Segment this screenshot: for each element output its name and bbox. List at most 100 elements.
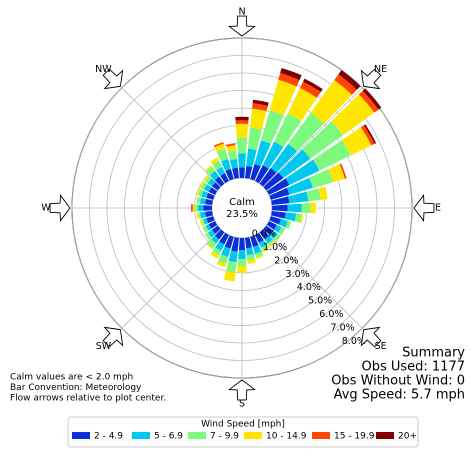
flow-arrow bbox=[102, 326, 124, 348]
bar-segment bbox=[211, 235, 220, 244]
direction-label: NE bbox=[374, 64, 387, 75]
bar-segment bbox=[235, 116, 249, 121]
direction-label: E bbox=[435, 203, 441, 214]
bar-segment bbox=[194, 204, 199, 212]
direction-label: SE bbox=[375, 341, 387, 352]
bar-segment bbox=[266, 221, 277, 230]
note: Calm values are < 2.0 mph bbox=[10, 373, 133, 383]
bar-segment bbox=[278, 227, 285, 235]
legend-label: 10 - 14.9 bbox=[266, 432, 307, 442]
bar-segment bbox=[237, 265, 247, 273]
flow-arrow bbox=[102, 68, 124, 90]
bar-segment bbox=[220, 173, 229, 184]
r-tick-label: 4.0% bbox=[297, 282, 321, 293]
flow-arrow bbox=[360, 326, 382, 348]
legend-swatch bbox=[244, 432, 262, 439]
flow-arrow bbox=[360, 68, 382, 90]
bar-segment bbox=[269, 187, 290, 200]
bar-segment bbox=[202, 225, 209, 233]
bar-segment bbox=[309, 169, 334, 188]
bar-segment bbox=[211, 182, 221, 191]
bar-segment bbox=[310, 202, 316, 214]
r-tick-label: 2.0% bbox=[274, 255, 298, 266]
summary-line: Summary bbox=[402, 346, 465, 361]
direction-label: SW bbox=[96, 341, 112, 352]
bar-segment bbox=[263, 172, 284, 191]
bar-segment bbox=[235, 120, 249, 124]
bar-segment bbox=[287, 203, 302, 213]
direction-label: NW bbox=[95, 64, 112, 75]
bar-segment bbox=[210, 157, 220, 165]
legend-swatch bbox=[72, 432, 90, 439]
bar-segment bbox=[261, 244, 269, 251]
legend-title: Wind Speed [mph] bbox=[201, 420, 285, 430]
bar-segment bbox=[278, 219, 288, 228]
legend-label: 5 - 6.9 bbox=[154, 432, 183, 442]
bar-segment bbox=[303, 78, 323, 93]
bar-segment bbox=[211, 225, 221, 234]
grid-ring bbox=[71, 37, 413, 379]
r-tick-label: 5.0% bbox=[308, 296, 332, 307]
bar-segment bbox=[331, 94, 375, 136]
bar-segment bbox=[267, 239, 274, 246]
bar-segment bbox=[274, 113, 302, 148]
bar-segment bbox=[299, 214, 304, 224]
bar-segment bbox=[280, 67, 302, 81]
bar-segment bbox=[196, 188, 201, 196]
bar-segment bbox=[197, 189, 204, 197]
bar-segment bbox=[227, 150, 238, 161]
bar-segment bbox=[216, 166, 226, 176]
bar-segment bbox=[245, 165, 253, 179]
bar-segment bbox=[246, 247, 254, 256]
grid-ring bbox=[89, 55, 395, 361]
bar-segment bbox=[268, 240, 276, 247]
legend-label: 15 - 19.9 bbox=[334, 432, 375, 442]
bar-segment bbox=[274, 224, 282, 233]
bar-segment bbox=[207, 229, 216, 238]
bar-segment bbox=[198, 204, 204, 212]
r-tick-label: 1.0% bbox=[263, 242, 287, 253]
bar-segment bbox=[203, 205, 213, 211]
bar-segment bbox=[213, 142, 224, 148]
bar-segment bbox=[252, 99, 269, 106]
bar-segment bbox=[269, 216, 281, 225]
bar-segment bbox=[288, 191, 309, 204]
bar-segment bbox=[198, 212, 202, 219]
bar-segment bbox=[221, 158, 231, 172]
bar-segment bbox=[205, 198, 213, 205]
bar-segment bbox=[206, 192, 215, 200]
bar-segment bbox=[208, 221, 218, 229]
bar-segment bbox=[196, 212, 200, 220]
bar-segment bbox=[255, 254, 264, 259]
legend-label: 20+ bbox=[398, 432, 417, 442]
bar-segment bbox=[221, 246, 231, 258]
bar-segment bbox=[237, 258, 247, 266]
legend-label: 2 - 4.9 bbox=[94, 432, 123, 442]
bar-segment bbox=[206, 243, 214, 250]
bar-segment bbox=[226, 143, 236, 147]
bar-segment bbox=[232, 167, 239, 179]
bar-segment bbox=[203, 184, 212, 192]
bar-segment bbox=[231, 237, 239, 252]
bar-segment bbox=[299, 81, 321, 98]
calm-value: 23.5% bbox=[226, 209, 258, 220]
bar-segment bbox=[278, 149, 311, 179]
bar-segment bbox=[250, 235, 259, 247]
grid-ring bbox=[124, 90, 360, 326]
bar-segment bbox=[255, 232, 264, 243]
bar-segment bbox=[192, 204, 195, 212]
bar-segment bbox=[225, 169, 234, 181]
calm-circle bbox=[213, 179, 271, 237]
note: Bar Convention: Meteorology bbox=[10, 383, 142, 393]
flow-arrow bbox=[228, 15, 256, 37]
bar-segment bbox=[245, 237, 252, 249]
r-tick-label: 6.0% bbox=[319, 309, 343, 320]
bar-segment bbox=[328, 164, 345, 183]
bar-segment bbox=[205, 224, 212, 231]
bar-segment bbox=[246, 254, 255, 261]
bar-segment bbox=[254, 251, 263, 258]
bar-segment bbox=[258, 240, 267, 248]
bar-segment bbox=[235, 123, 249, 138]
bar-segment bbox=[248, 127, 262, 151]
